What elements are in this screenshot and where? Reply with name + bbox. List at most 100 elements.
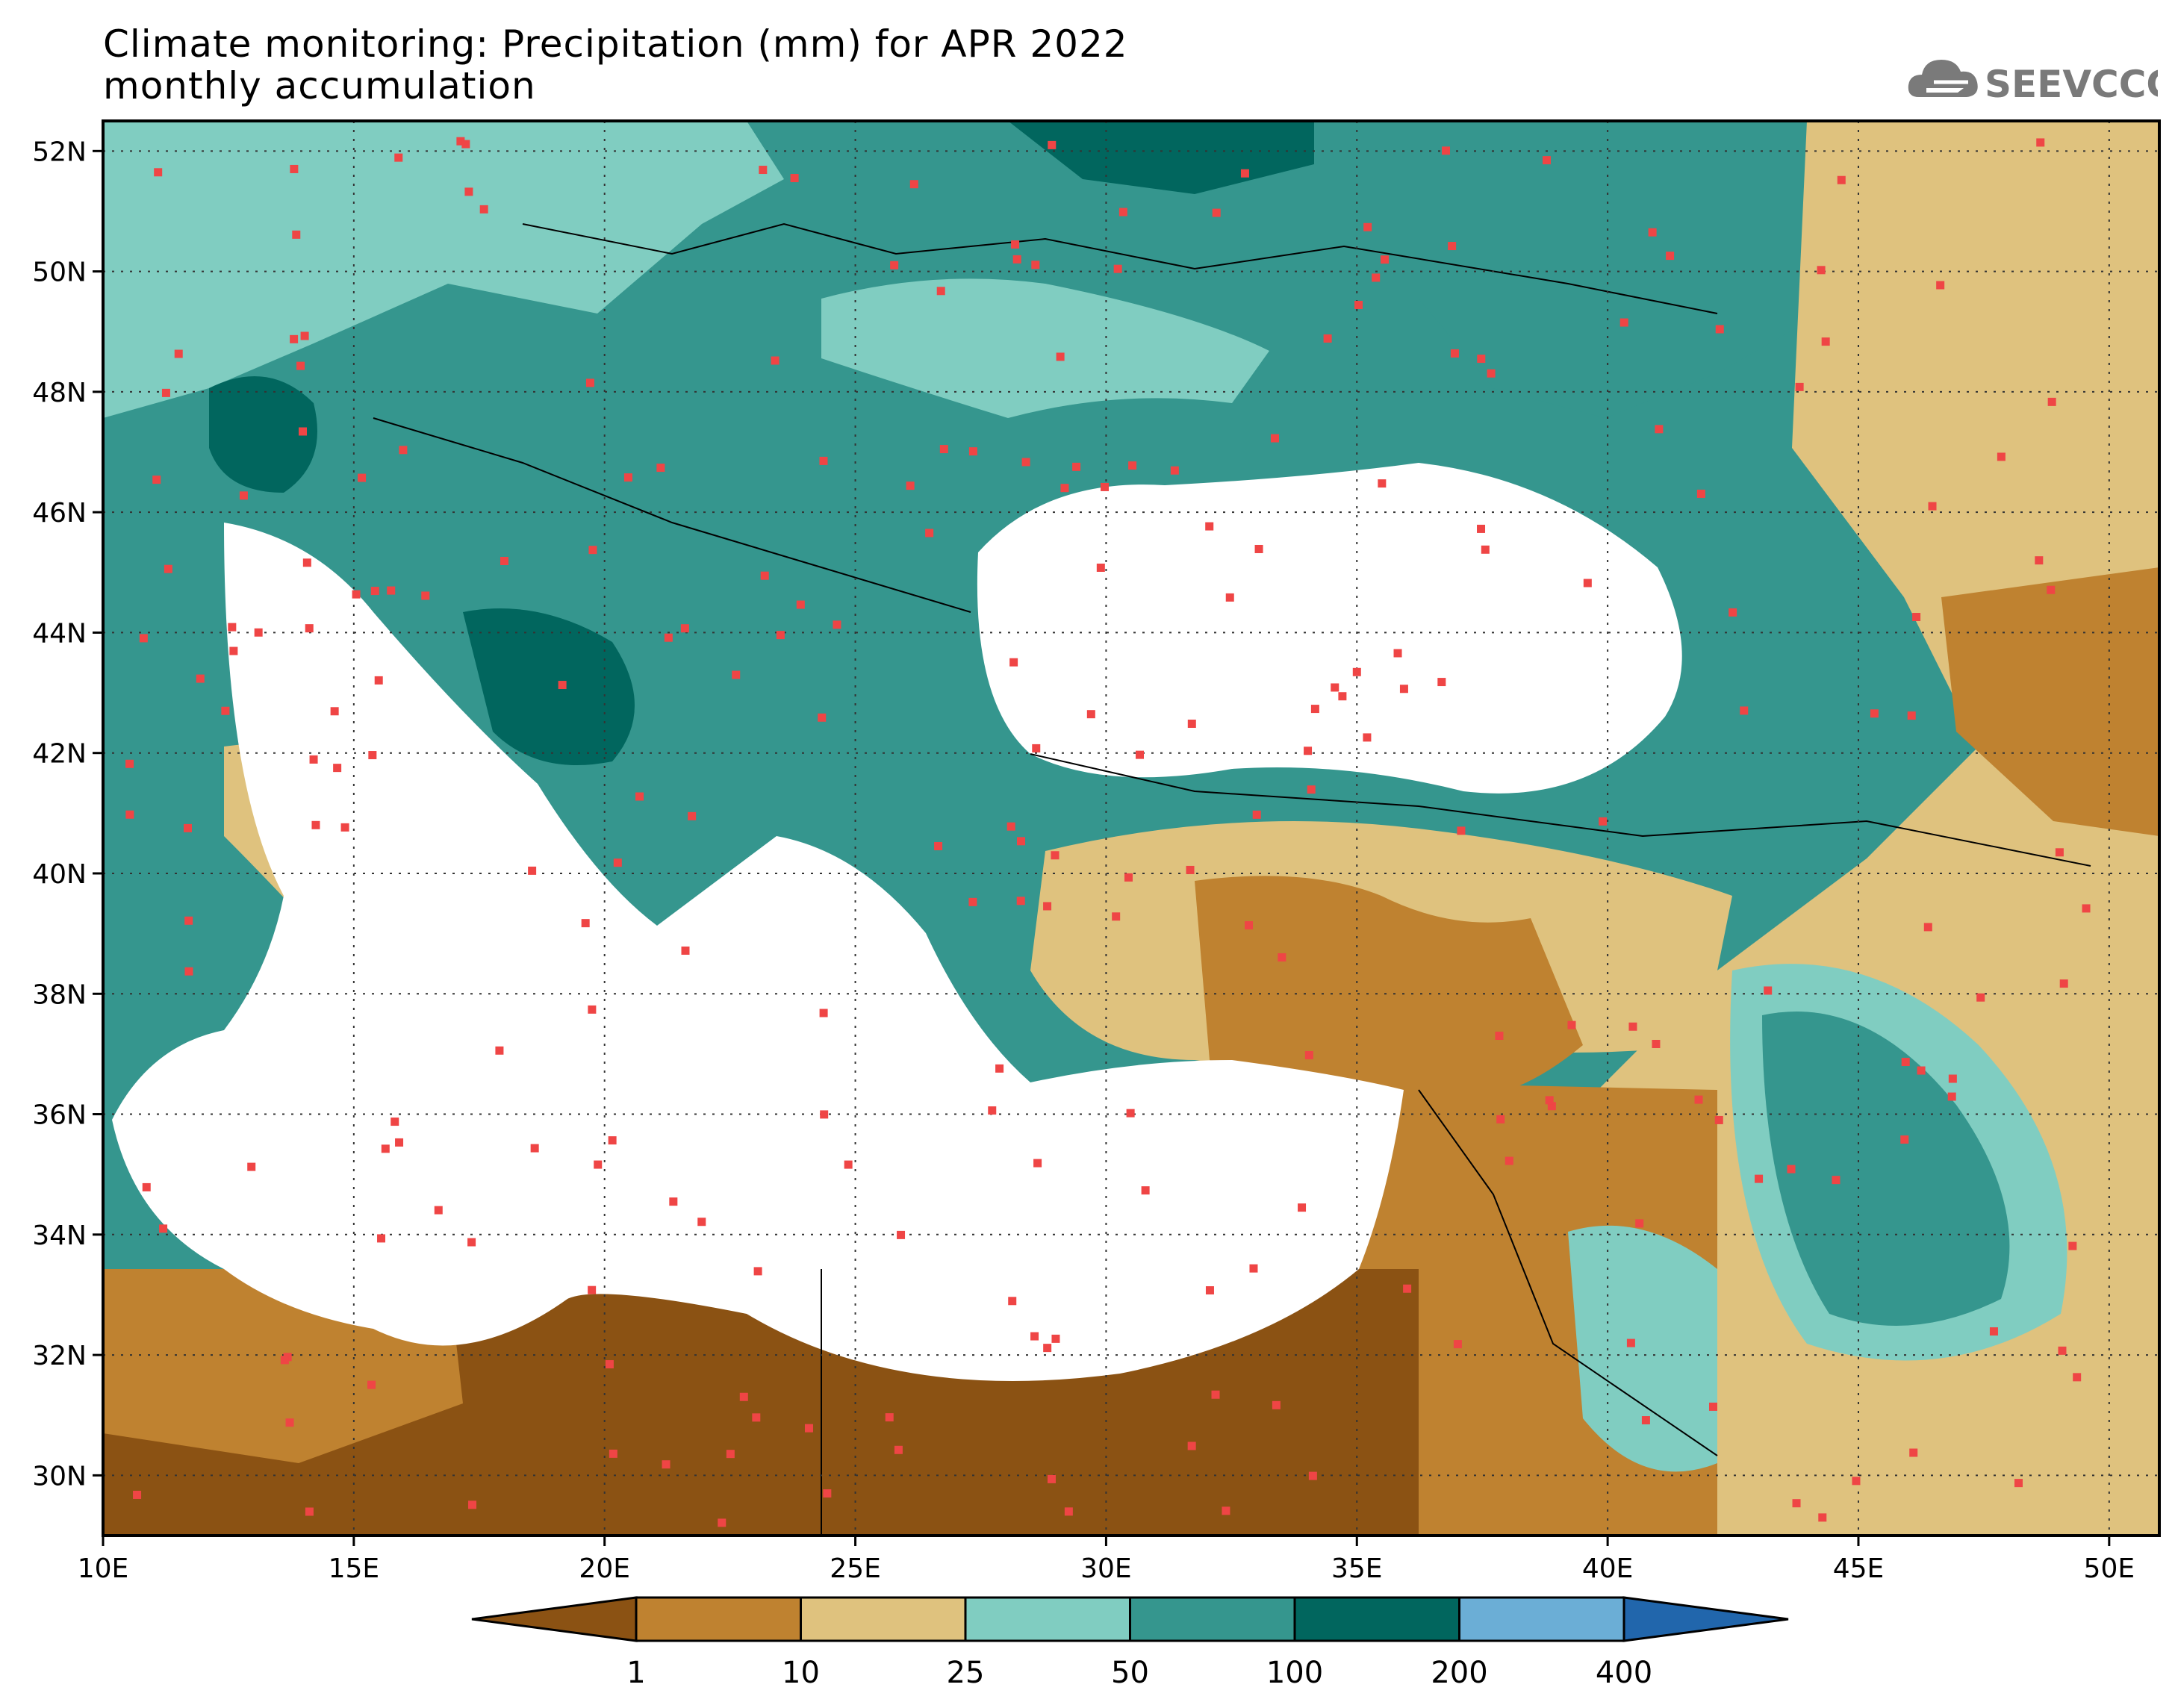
station-marker xyxy=(1096,564,1105,572)
station-marker xyxy=(968,897,977,906)
station-marker xyxy=(820,1110,829,1119)
lon-tick-label: 30E xyxy=(1080,1553,1132,1584)
station-marker xyxy=(292,230,301,239)
station-marker xyxy=(2036,138,2045,147)
station-marker xyxy=(125,759,134,768)
station-marker xyxy=(368,751,377,760)
colorbar-label: 50 xyxy=(1111,1656,1149,1690)
map-title: Climate monitoring: Precipitation (mm) f… xyxy=(103,22,1128,66)
precip-zone xyxy=(463,608,635,765)
station-marker xyxy=(968,447,977,456)
station-marker xyxy=(1852,1477,1861,1486)
station-marker xyxy=(1043,1344,1052,1353)
station-marker xyxy=(1086,710,1095,719)
station-marker xyxy=(1628,1022,1637,1031)
station-marker xyxy=(608,1136,617,1145)
station-marker xyxy=(1072,462,1081,471)
station-marker xyxy=(1901,1058,1910,1067)
lat-tick-label: 48N xyxy=(32,378,87,408)
precip-zone xyxy=(103,121,784,418)
station-marker xyxy=(1033,1159,1042,1168)
map-subtitle: monthly accumulation xyxy=(103,64,536,107)
station-marker xyxy=(1017,837,1026,846)
station-marker xyxy=(588,1005,597,1014)
colorbar-segment xyxy=(964,1596,1131,1642)
station-marker xyxy=(387,586,396,595)
station-marker xyxy=(468,1500,477,1509)
station-marker xyxy=(605,1360,614,1369)
lon-tick-label: 25E xyxy=(830,1553,881,1584)
station-marker xyxy=(1648,228,1657,237)
station-marker xyxy=(796,600,805,609)
station-marker xyxy=(1457,826,1466,835)
station-marker xyxy=(2082,904,2091,913)
station-marker xyxy=(1051,1334,1060,1343)
station-marker xyxy=(1496,1115,1505,1123)
station-marker xyxy=(1222,1506,1230,1515)
station-marker xyxy=(1056,352,1065,361)
station-marker xyxy=(1211,1390,1220,1399)
cloud-logo-icon xyxy=(1908,60,1978,97)
station-marker xyxy=(296,361,305,370)
colorbar-extend-high xyxy=(1622,1596,1789,1642)
station-marker xyxy=(776,631,785,640)
station-marker xyxy=(1821,337,1830,346)
station-marker xyxy=(1136,750,1145,759)
station-marker xyxy=(1393,649,1402,658)
station-marker xyxy=(1245,921,1254,930)
lat-tick-label: 44N xyxy=(32,618,87,649)
station-marker xyxy=(1599,817,1608,826)
station-marker xyxy=(1907,711,1916,720)
station-marker xyxy=(995,1064,1004,1073)
border-line xyxy=(1030,753,2091,867)
station-marker xyxy=(495,1046,504,1055)
station-marker xyxy=(1363,733,1372,742)
lat-tick-label: 42N xyxy=(32,739,87,770)
station-marker xyxy=(844,1160,853,1169)
station-marker xyxy=(1740,706,1749,715)
station-marker xyxy=(1837,175,1846,184)
station-marker xyxy=(1186,865,1195,874)
station-marker xyxy=(688,811,697,820)
station-marker xyxy=(285,1418,294,1427)
station-marker xyxy=(1714,1115,1723,1124)
station-marker xyxy=(1278,953,1286,961)
station-marker xyxy=(1016,897,1025,906)
precip-zone xyxy=(1941,567,2159,836)
station-marker xyxy=(1817,266,1826,275)
station-marker xyxy=(1354,300,1363,309)
station-marker xyxy=(819,456,828,465)
station-marker xyxy=(1655,425,1664,434)
station-marker xyxy=(1205,1286,1214,1295)
colorbar-extend-low xyxy=(471,1596,638,1642)
station-marker xyxy=(1652,1039,1661,1048)
station-marker xyxy=(718,1518,726,1527)
station-marker xyxy=(759,166,768,175)
station-marker xyxy=(897,1230,906,1239)
station-marker xyxy=(1495,1031,1504,1040)
station-marker xyxy=(1372,273,1381,282)
station-marker xyxy=(139,634,148,643)
station-marker xyxy=(1792,1499,1801,1508)
station-marker xyxy=(1043,902,1052,911)
station-marker xyxy=(1997,452,2006,461)
border-line xyxy=(1418,1089,1718,1456)
station-marker xyxy=(581,919,590,928)
colorbar-label: 10 xyxy=(782,1656,820,1690)
station-marker xyxy=(680,624,689,633)
station-marker xyxy=(1900,1135,1909,1144)
station-marker xyxy=(894,1445,903,1454)
station-marker xyxy=(1308,1471,1317,1480)
station-marker xyxy=(1031,261,1040,269)
lat-tick-label: 32N xyxy=(32,1341,87,1371)
black-sea xyxy=(977,463,1682,794)
station-marker xyxy=(1715,325,1724,334)
station-marker xyxy=(183,823,192,832)
station-marker xyxy=(395,1138,404,1147)
station-marker xyxy=(558,681,567,690)
station-marker xyxy=(906,481,915,490)
station-marker xyxy=(1909,1448,1918,1457)
station-marker xyxy=(1641,1416,1650,1425)
station-marker xyxy=(681,946,690,955)
